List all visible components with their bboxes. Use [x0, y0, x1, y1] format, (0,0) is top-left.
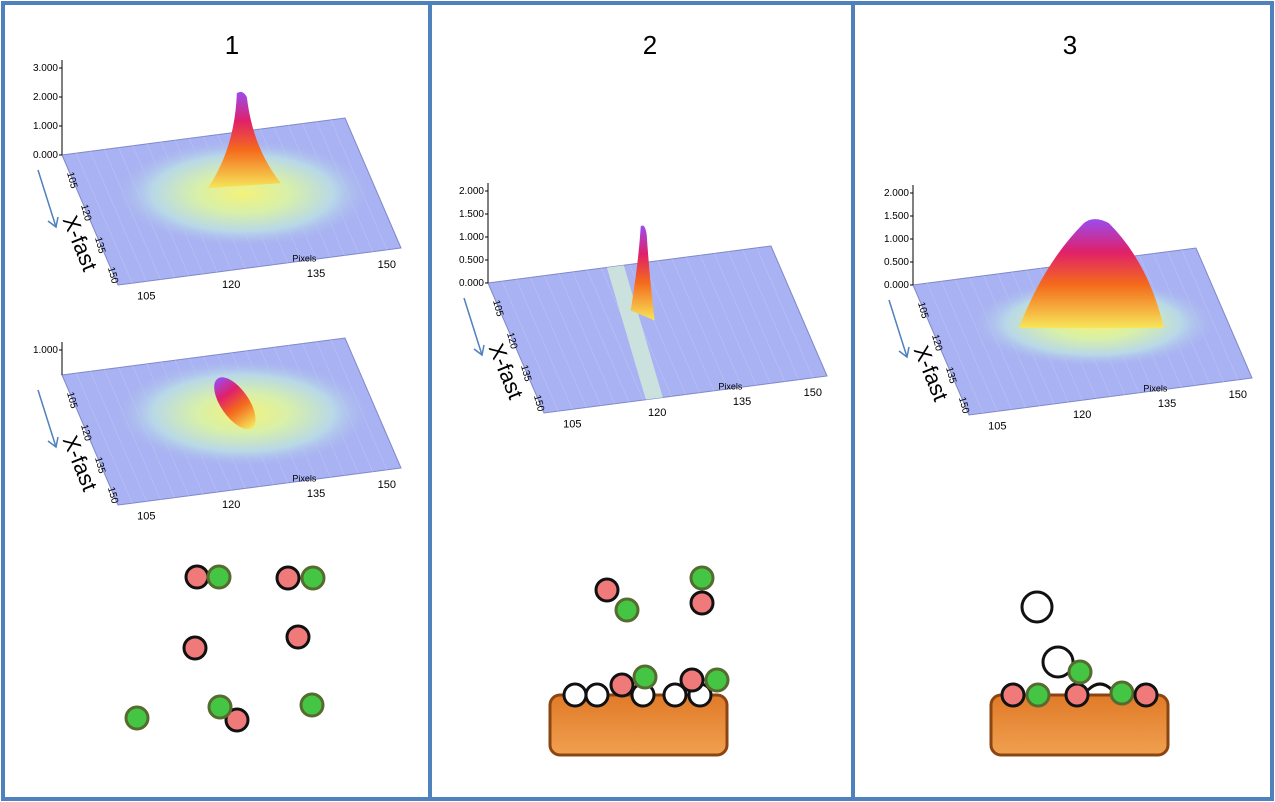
y-tick-label: 135 [518, 364, 533, 383]
mesh-line [643, 262, 700, 393]
x-axis-label: Pixels [292, 473, 317, 483]
x-tick-label: 105 [563, 418, 581, 430]
mesh-line [516, 279, 573, 410]
mesh-line [75, 373, 133, 504]
z-tick-label: 0.000 [459, 278, 484, 289]
x-tick-label: 135 [307, 488, 325, 500]
x-tick-label: 120 [222, 499, 240, 511]
arrow-head [898, 346, 910, 359]
molecules [124, 564, 1170, 757]
z-tick-label: 0.000 [884, 280, 909, 291]
mesh-line [685, 256, 743, 388]
surface-plot: 2.000 1.500 1.000 0.500 0.000 105 120 135 150 Pix… [459, 183, 828, 430]
y-tick-label: 150 [956, 396, 971, 415]
y-tick-label: 150 [105, 486, 120, 505]
z-tick-label: 2.000 [459, 186, 484, 197]
panel-label: 3 [1063, 30, 1077, 60]
x-tick-label: 135 [1158, 398, 1176, 410]
spot [214, 377, 256, 430]
dome [1018, 219, 1164, 329]
mesh-line [530, 277, 587, 408]
y-tick-label: 105 [490, 299, 505, 318]
mesh-line [714, 253, 771, 384]
y-tick-label: 135 [92, 456, 107, 475]
mesh-line [501, 281, 559, 412]
mesh-line [90, 371, 147, 502]
x-tick-label: 150 [804, 387, 822, 399]
y-tick-label: 135 [92, 236, 107, 255]
z-tick-label: 1.500 [459, 209, 484, 220]
y-tick-label: 150 [531, 394, 546, 413]
mesh-line [941, 281, 998, 412]
mesh-line [742, 249, 799, 380]
mesh-line [699, 255, 757, 386]
y-tick-label: 150 [105, 266, 120, 285]
surface-plot: 2.000 1.500 1.000 0.500 0.000 105 120 135 150 Pix… [884, 185, 1253, 432]
z-tick-label: 2.000 [33, 92, 58, 103]
y-tick-label: 120 [78, 203, 93, 222]
z-tick-label: 0.000 [33, 150, 58, 161]
x-axis-label: Pixels [1143, 383, 1168, 393]
mesh-line [572, 271, 630, 403]
arrow-head [47, 216, 59, 229]
z-tick-label: 2.000 [884, 188, 909, 199]
z-tick-label: 1.000 [33, 345, 58, 356]
y-tick-label: 135 [943, 366, 958, 385]
mesh-line [544, 275, 601, 406]
arrow-head [473, 344, 485, 357]
x-tick-label: 105 [137, 290, 155, 302]
y-tick-label: 105 [915, 301, 930, 320]
z-tick-label: 1.000 [884, 234, 909, 245]
panel-label: 1 [225, 30, 239, 60]
y-tick-label: 105 [64, 391, 79, 410]
mesh-line [756, 247, 814, 378]
direction-arrow [37, 389, 57, 448]
x-axis-label: Pixels [718, 381, 743, 391]
surface-plot: 1.000105120135150Pixels105120135150X-fas… [33, 337, 402, 522]
z-tick-label: 0.500 [884, 257, 909, 268]
plots: 3.000 2.000 1.000 0.000 105 120 135 150 Pixels 10… [33, 60, 1253, 522]
ridge-shadow [606, 265, 663, 400]
peak [207, 91, 281, 189]
y-tick-label: 120 [929, 333, 944, 352]
x-tick-label: 120 [222, 279, 240, 291]
x-tick-label: 135 [733, 396, 751, 408]
mesh-line [586, 269, 644, 401]
panel-label: 2 [643, 30, 657, 60]
z-tick-label: 1.500 [884, 211, 909, 222]
x-tick-label: 150 [1229, 389, 1247, 401]
x-tick-label: 150 [378, 479, 396, 491]
x-tick-label: 135 [307, 268, 325, 280]
z-tick-label: 1.000 [459, 232, 484, 243]
arrow-head [47, 436, 59, 449]
x-tick-label: 120 [1073, 409, 1091, 421]
x-tick-label: 150 [378, 259, 396, 271]
peak [630, 225, 655, 321]
y-tick-label: 120 [504, 331, 519, 350]
direction-arrow [463, 297, 483, 356]
direction-arrow [888, 299, 908, 358]
mesh-line [671, 258, 729, 390]
direction-arrow [37, 169, 57, 228]
x-axis-label: Pixels [292, 253, 317, 263]
mesh-line [728, 251, 785, 382]
mesh-line [75, 153, 133, 284]
y-tick-label: 105 [64, 171, 79, 190]
z-tick-label: 0.500 [459, 255, 484, 266]
x-tick-label: 120 [648, 407, 666, 419]
x-tick-label: 105 [988, 420, 1006, 432]
z-tick-label: 3.000 [33, 63, 58, 74]
surface-plot: 3.000 2.000 1.000 0.000 105 120 135 150 Pixels 10… [33, 60, 402, 302]
z-tick-label: 1.000 [33, 121, 58, 132]
mesh-line [657, 260, 715, 391]
y-tick-label: 120 [78, 423, 93, 442]
mesh-line [926, 283, 984, 414]
mesh-line [90, 151, 147, 282]
x-tick-label: 105 [137, 510, 155, 522]
mesh-line [558, 273, 616, 404]
halo [112, 138, 373, 249]
mesh-line [955, 279, 1012, 410]
